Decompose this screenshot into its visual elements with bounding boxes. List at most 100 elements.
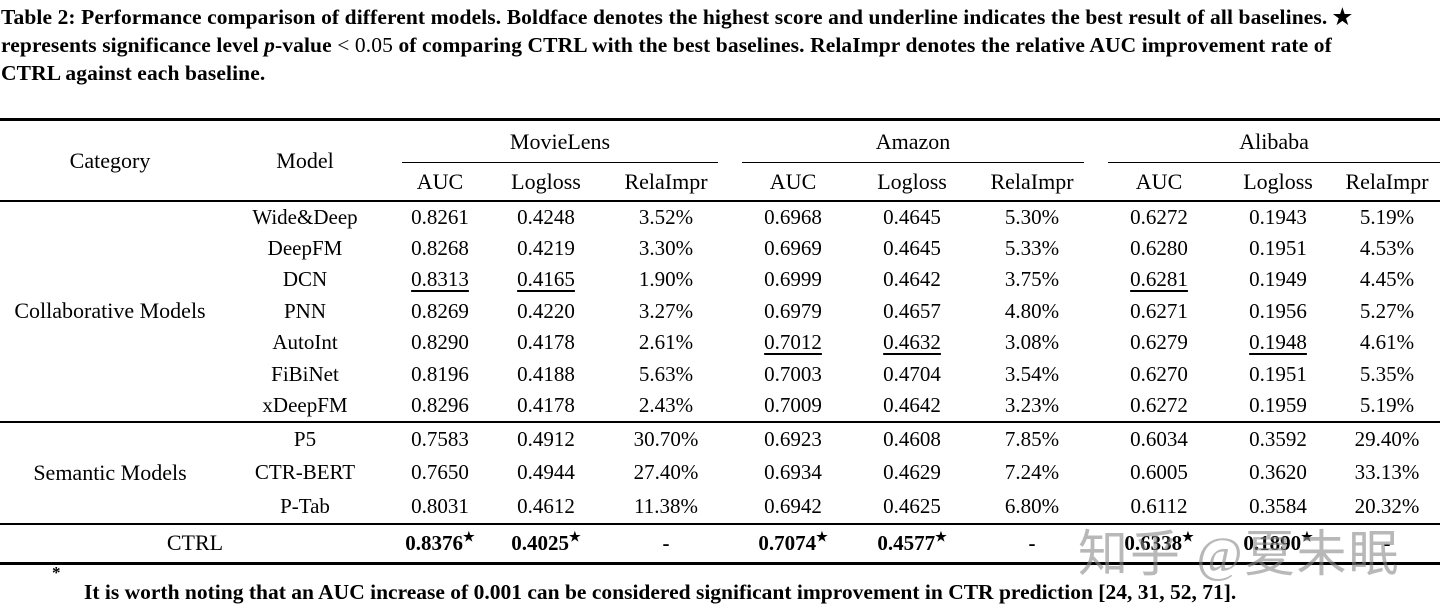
metric-cell: -: [602, 524, 730, 564]
metric-cell: 5.63%: [602, 359, 730, 391]
metric-cell: 0.4632: [856, 327, 968, 359]
metric-cell: 0.8313: [390, 264, 490, 296]
model-cell: AutoInt: [272, 330, 338, 355]
ctrl-row: CTRL 0.8376★ 0.4025★ -0.7074★ 0.4577★ -0.6338…: [0, 524, 1440, 564]
cell-value: 0.8269: [411, 298, 469, 323]
metric-cell: 0.6034: [1096, 422, 1222, 456]
metric-cell: 3.54%: [968, 359, 1096, 391]
cell-value: 0.8031: [411, 493, 469, 518]
metric-cell: 0.7012: [730, 327, 856, 359]
table-row: Collaborative Models Wide&Deep 0.8261 0.424…: [0, 201, 1440, 324]
metric-cell: 0.1943: [1222, 201, 1334, 233]
metric-cell: 0.7003: [730, 359, 856, 391]
cell-value: 0.6923: [764, 426, 822, 451]
metric-cell: 5.19%: [1334, 390, 1440, 422]
cell-value: 0.4248: [517, 204, 575, 229]
metric-cell: 0.4629: [856, 456, 968, 490]
cell-value: 3.30%: [638, 235, 694, 260]
caption-body-1: Performance comparison of different mode…: [1, 5, 1353, 57]
caption-label: Table 2:: [1, 5, 76, 29]
metric-cell: 0.4645: [856, 233, 968, 265]
header-model: Model: [276, 147, 334, 173]
metric-cell: 0.6942: [730, 490, 856, 524]
table-caption: Table 2: Performance comparison of diffe…: [0, 0, 1440, 87]
metric-cell: 0.8268: [390, 233, 490, 265]
cell-value: 0.4642: [883, 392, 941, 417]
metric-cell: 0.8290: [390, 327, 490, 359]
cell-value: 0.6271: [1130, 298, 1188, 323]
cell-value: 3.08%: [1004, 330, 1060, 355]
cell-value: 0.8313: [411, 267, 469, 292]
metric-cell: 0.4612: [490, 490, 602, 524]
dataset-label: Alibaba: [1108, 121, 1440, 163]
metric-cell: 0.1948: [1222, 327, 1334, 359]
significance-star-icon: ★: [1182, 528, 1194, 544]
model-cell: P5: [293, 426, 317, 451]
metric-cell: 29.40%: [1334, 422, 1440, 456]
metric-cell: 0.6112: [1096, 490, 1222, 524]
significance-star-icon: ★: [463, 528, 475, 544]
cell-value: 0.8268: [411, 235, 469, 260]
metric-cell: 0.6923: [730, 422, 856, 456]
header-dataset-alibaba: Alibaba: [1096, 120, 1440, 163]
model-cell: P-Tab: [280, 493, 330, 518]
metric-cell: 0.4608: [856, 422, 968, 456]
metric-cell: -: [968, 524, 1096, 564]
cell-value: 3.27%: [638, 298, 694, 323]
cell-value: 0.4625: [883, 493, 941, 518]
header-category: Category: [69, 147, 151, 173]
cell-value: 0.4642: [883, 267, 941, 292]
cell-value: 0.1951: [1249, 361, 1307, 386]
cell-value: 27.40%: [633, 460, 699, 484]
cell-value: 0.6281: [1130, 267, 1188, 292]
metric-cell: 0.4645: [856, 201, 968, 233]
significance-star-icon: ★: [569, 528, 581, 544]
cell-value: 0.4025: [511, 530, 570, 555]
category-cell: Collaborative Models: [14, 298, 206, 324]
cell-value: 0.6034: [1130, 426, 1188, 451]
header-dataset-amazon: Amazon: [730, 120, 1096, 163]
cell-value: 5.63%: [638, 361, 694, 386]
ctrl-section: CTRL 0.8376★ 0.4025★ -0.7074★ 0.4577★ -0.6338…: [0, 524, 1440, 564]
header-metric-logloss: Logloss: [511, 168, 581, 194]
metric-cell: 0.7009: [730, 390, 856, 422]
cell-value: 0.6270: [1130, 361, 1188, 386]
cell-value: 5.19%: [1359, 392, 1415, 417]
cell-value: 0.6934: [764, 460, 822, 484]
cell-value: 11.38%: [634, 493, 698, 518]
header-metric-logloss: Logloss: [1243, 168, 1313, 194]
cell-value: 5.30%: [1004, 204, 1060, 229]
cell-value: 0.1948: [1249, 330, 1307, 355]
metric-cell: 0.4025★: [490, 524, 602, 564]
metric-cell: 0.3592: [1222, 422, 1334, 456]
ctrl-label-cell: CTRL: [166, 530, 224, 556]
metric-cell: 0.1949: [1222, 264, 1334, 296]
metric-cell: 5.33%: [968, 233, 1096, 265]
table-row: Semantic Models P5 0.7583 0.4912 30.70% 0.692…: [0, 422, 1440, 485]
metric-cell: 3.27%: [602, 296, 730, 328]
cell-value: 0.6112: [1130, 493, 1188, 518]
dataset-label: Amazon: [742, 121, 1085, 163]
metric-cell: 4.45%: [1334, 264, 1440, 296]
metric-cell: 3.52%: [602, 201, 730, 233]
section-1: Semantic Models P5 0.7583 0.4912 30.70% 0.692…: [0, 422, 1440, 524]
model-cell: CTR-BERT: [254, 460, 356, 484]
header-group-row: Category Model MovieLens Amazon Alibaba: [0, 120, 1440, 173]
cell-value: 0.7012: [764, 330, 822, 355]
cell-value: 0.3584: [1249, 493, 1307, 518]
metric-cell: 3.75%: [968, 264, 1096, 296]
metric-cell: 0.8031: [390, 490, 490, 524]
cell-value: 0.4165: [517, 267, 575, 292]
metric-cell: 0.1951: [1222, 359, 1334, 391]
cell-value: 0.8290: [411, 330, 469, 355]
metric-cell: 0.6270: [1096, 359, 1222, 391]
metric-cell: 5.27%: [1334, 296, 1440, 328]
table-row: DeepFM 0.8268 0.4219 3.30% 0.6969 0.4645 5.33%…: [0, 233, 1440, 265]
cell-value: 0.7074: [758, 530, 817, 555]
metric-cell: 0.4165: [490, 264, 602, 296]
header-dataset-movielens: MovieLens: [390, 120, 730, 163]
cell-value: 0.4632: [883, 330, 941, 355]
metric-cell: 5.35%: [1334, 359, 1440, 391]
header-metric-relaimpr: RelaImpr: [1345, 168, 1429, 194]
cell-value: -: [1383, 530, 1391, 555]
